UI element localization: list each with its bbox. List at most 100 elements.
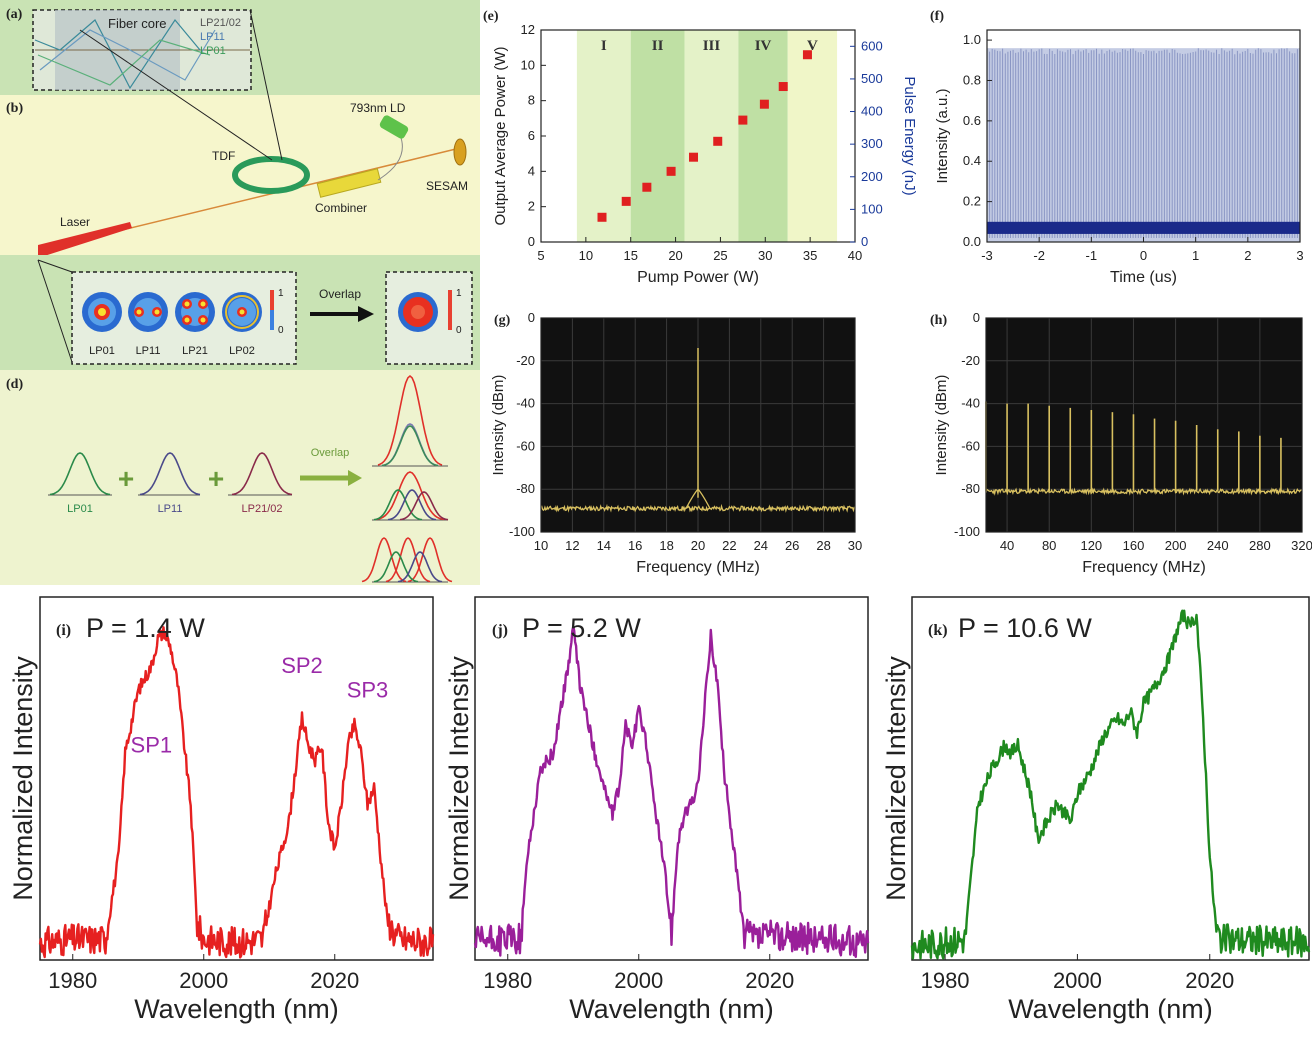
data-point — [597, 212, 607, 222]
data-point — [778, 82, 788, 92]
x-axis-title: Frequency (MHz) — [636, 559, 760, 576]
x-tick-label: 40 — [848, 248, 862, 263]
region-label: IV — [755, 38, 772, 54]
x-tick-label: 35 — [803, 248, 817, 263]
colorbar-min-label: 0 — [278, 325, 284, 336]
x-tick-label: 25 — [713, 248, 727, 263]
y2-tick-label: 400 — [861, 104, 883, 119]
zoom-line-a2 — [249, 9, 283, 161]
ld-lead — [377, 134, 403, 181]
x-tick-label: -2 — [1033, 248, 1045, 263]
y2-tick-label: 200 — [861, 169, 883, 184]
data-point — [666, 166, 676, 176]
y-axis-title: Normalized Intensity — [8, 656, 38, 901]
x-axis-title: Time (us) — [1110, 269, 1177, 286]
x-tick-label: 2 — [1244, 248, 1251, 263]
panel-label-spectrum: (k) — [928, 622, 948, 639]
data-point — [802, 50, 812, 60]
region-band — [787, 30, 838, 242]
x-tick-label: 1980 — [921, 968, 970, 993]
mode-name: LP02 — [229, 345, 255, 357]
x-tick-label: 2020 — [1185, 968, 1234, 993]
x-tick-label: 28 — [816, 538, 830, 553]
peak-annotation: SP1 — [131, 733, 173, 758]
panel-label-rf: (h) — [930, 313, 947, 328]
x-tick-label: 18 — [659, 538, 673, 553]
peak-annotation: SP2 — [281, 653, 323, 678]
y-tick-label: -60 — [516, 438, 535, 453]
data-point — [713, 136, 723, 146]
gaussian-overlap-split — [407, 537, 453, 583]
panel-label-rf: (g) — [494, 313, 511, 328]
y2-tick-label: 500 — [861, 71, 883, 86]
region-label: V — [807, 38, 818, 54]
x-tick-label: 2000 — [179, 968, 228, 993]
x-tick-label: 1980 — [483, 968, 532, 993]
x-tick-label: 12 — [565, 538, 579, 553]
gaussian-overlap-mode — [373, 489, 423, 521]
mode-label-d-lp2102: LP21/02 — [242, 503, 283, 515]
y-axis-title: Intensity (dBm) — [933, 375, 950, 476]
mode-outer-ring — [225, 295, 259, 329]
ray-path-1 — [34, 18, 201, 90]
gaussian-overlap-total-1 — [377, 374, 443, 466]
region-label: I — [601, 38, 607, 54]
data-point — [738, 115, 748, 125]
laser-label: Laser — [60, 215, 90, 229]
panel-label-spectrum: (j) — [492, 622, 508, 639]
mode-lobe-core — [98, 308, 106, 316]
y-tick-label: -60 — [961, 438, 980, 453]
zoom-line-c1 — [37, 259, 73, 273]
spectrum-trace — [910, 609, 1311, 960]
x-tick-label: 3 — [1296, 248, 1303, 263]
y-tick-label: -80 — [516, 481, 535, 496]
y-tick-label: 0.8 — [963, 72, 981, 87]
x-axis-title: Wavelength (nm) — [134, 994, 339, 1024]
colorbar-overlap-max: 1 — [456, 288, 462, 299]
x-axis-title: Wavelength (nm) — [569, 994, 774, 1024]
y-tick-label: 0.4 — [963, 153, 981, 168]
pulse-baseline-band — [987, 221, 1300, 234]
y2-tick-label: 300 — [861, 136, 883, 151]
y-axis-title: Normalized Intensity — [444, 656, 474, 901]
laser-beam — [38, 222, 132, 258]
overlap-label-c: Overlap — [319, 287, 361, 301]
spectrum-trace — [473, 625, 870, 958]
x-tick-label: 10 — [579, 248, 593, 263]
x-axis-title: Pump Power (W) — [637, 269, 759, 286]
sesam-shape — [453, 138, 467, 166]
x-tick-label: 320 — [1291, 538, 1312, 553]
gaussian-lp2102 — [231, 452, 293, 496]
x-tick-label: 1 — [1192, 248, 1199, 263]
gaussian-overlap-split — [385, 537, 431, 583]
x-tick-label: 160 — [1123, 538, 1145, 553]
x-tick-label: 20 — [691, 538, 705, 553]
y-tick-label: 4 — [528, 163, 535, 178]
y-tick-label: 0.6 — [963, 113, 981, 128]
panel-label-e: (e) — [483, 9, 499, 24]
spectrum-title: P = 5.2 W — [522, 613, 641, 643]
y-tick-label: 0 — [973, 310, 980, 325]
x-tick-label: 10 — [534, 538, 548, 553]
x-tick-label: 24 — [754, 538, 768, 553]
mode-lobe-core — [184, 317, 190, 323]
y2-tick-label: 0 — [861, 234, 868, 249]
x-tick-label: 2000 — [614, 968, 663, 993]
panel-label-f: (f) — [930, 9, 944, 24]
sesam-label: SESAM — [426, 179, 468, 193]
colorbar-overlap — [448, 290, 452, 330]
y-axis-title: Normalized Intensity — [881, 656, 911, 901]
y2-tick-label: 100 — [861, 201, 883, 216]
x-tick-label: 40 — [1000, 538, 1014, 553]
plot-frame-spectrum — [39, 596, 434, 961]
plus-sign: + — [118, 463, 134, 494]
gaussian-lp11 — [139, 452, 201, 496]
x-tick-label: 0 — [1140, 248, 1147, 263]
mode-name: LP21 — [182, 345, 208, 357]
region-label: II — [652, 38, 664, 54]
x-tick-label: 26 — [785, 538, 799, 553]
overlap-arrow-head — [358, 306, 374, 322]
mode-label-d-lp01: LP01 — [67, 503, 93, 515]
panel-label-d: (d) — [6, 377, 23, 392]
data-point — [642, 182, 652, 192]
